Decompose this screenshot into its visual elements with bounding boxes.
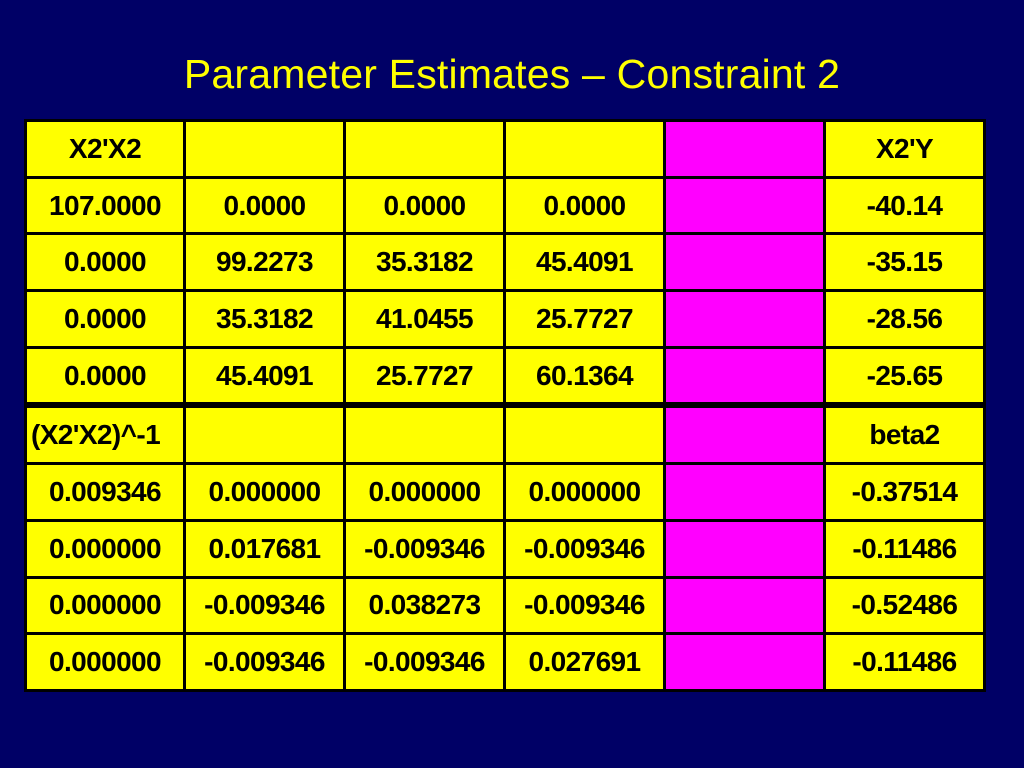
- separator-cell: [666, 348, 823, 403]
- matrix-cell: 45.4091: [506, 235, 663, 290]
- beta-cell: -0.11486: [826, 521, 983, 576]
- inverse-label: (X2'X2)^-1: [27, 408, 183, 463]
- matrix-cell: -0.009346: [506, 578, 663, 633]
- matrix-cell: 0.009346: [27, 465, 183, 519]
- matrix-cell: 0.0000: [27, 348, 183, 403]
- matrix-cell: 107.0000: [27, 178, 183, 233]
- matrix-table: X2'X2 X2'Y 107.0000 0.0000 0.0000 0.0000…: [24, 119, 986, 692]
- matrix-cell: 0.000000: [506, 465, 663, 519]
- xtx-row: 107.0000 0.0000 0.0000 0.0000 -40.14: [27, 178, 983, 233]
- inverse-header-row: (X2'X2)^-1 beta2: [27, 408, 983, 463]
- beta-label: beta2: [826, 408, 983, 463]
- matrix-cell: -0.009346: [186, 635, 343, 689]
- matrix-cell: 35.3182: [186, 292, 343, 346]
- beta-cell: -0.11486: [826, 635, 983, 689]
- separator-cell: [666, 465, 823, 519]
- separator-cell: [666, 178, 823, 233]
- matrix-cell: 0.0000: [186, 178, 343, 233]
- matrix-cell: 0.000000: [27, 578, 183, 633]
- inverse-row: 0.009346 0.000000 0.000000 0.000000 -0.3…: [27, 465, 983, 519]
- xty-cell: -28.56: [826, 292, 983, 346]
- matrix-cell: 0.017681: [186, 521, 343, 576]
- separator-cell: [666, 521, 823, 576]
- xty-label: X2'Y: [826, 122, 983, 176]
- matrix-cell: 0.000000: [27, 521, 183, 576]
- matrix-cell: -0.009346: [346, 521, 503, 576]
- beta-cell: -0.52486: [826, 578, 983, 633]
- inverse-row: 0.000000 0.017681 -0.009346 -0.009346 -0…: [27, 521, 983, 576]
- matrix-grid: X2'X2 X2'Y 107.0000 0.0000 0.0000 0.0000…: [24, 119, 986, 692]
- empty-cell: [186, 122, 343, 176]
- matrix-cell: 0.0000: [27, 292, 183, 346]
- empty-cell: [346, 408, 503, 463]
- matrix-cell: 0.0000: [346, 178, 503, 233]
- empty-cell: [506, 408, 663, 463]
- slide-title: Parameter Estimates – Constraint 2: [183, 51, 841, 97]
- matrix-cell: 41.0455: [346, 292, 503, 346]
- inverse-row: 0.000000 -0.009346 0.038273 -0.009346 -0…: [27, 578, 983, 633]
- xtx-row: 0.0000 99.2273 35.3182 45.4091 -35.15: [27, 235, 983, 290]
- xtx-header-row: X2'X2 X2'Y: [27, 122, 983, 176]
- matrix-cell: 60.1364: [506, 348, 663, 403]
- matrix-cell: 0.0000: [506, 178, 663, 233]
- beta-cell: -0.37514: [826, 465, 983, 519]
- matrix-cell: 0.0000: [27, 235, 183, 290]
- separator-cell: [666, 408, 823, 463]
- matrix-cell: 35.3182: [346, 235, 503, 290]
- matrix-cell: 0.038273: [346, 578, 503, 633]
- matrix-cell: 0.027691: [506, 635, 663, 689]
- matrix-cell: 25.7727: [506, 292, 663, 346]
- matrix-cell: -0.009346: [346, 635, 503, 689]
- matrix-cell: -0.009346: [506, 521, 663, 576]
- matrix-cell: 0.000000: [186, 465, 343, 519]
- xty-cell: -35.15: [826, 235, 983, 290]
- separator-cell: [666, 578, 823, 633]
- matrix-cell: 0.000000: [346, 465, 503, 519]
- xtx-label: X2'X2: [27, 122, 183, 176]
- separator-cell: [666, 122, 823, 176]
- matrix-cell: 99.2273: [186, 235, 343, 290]
- separator-cell: [666, 235, 823, 290]
- empty-cell: [346, 122, 503, 176]
- xtx-row: 0.0000 45.4091 25.7727 60.1364 -25.65: [27, 348, 983, 403]
- matrix-cell: 0.000000: [27, 635, 183, 689]
- inverse-row: 0.000000 -0.009346 -0.009346 0.027691 -0…: [27, 635, 983, 689]
- xty-cell: -25.65: [826, 348, 983, 403]
- empty-cell: [506, 122, 663, 176]
- matrix-cell: -0.009346: [186, 578, 343, 633]
- matrix-cell: 25.7727: [346, 348, 503, 403]
- xtx-row: 0.0000 35.3182 41.0455 25.7727 -28.56: [27, 292, 983, 346]
- empty-cell: [186, 408, 343, 463]
- xty-cell: -40.14: [826, 178, 983, 233]
- separator-cell: [666, 635, 823, 689]
- separator-cell: [666, 292, 823, 346]
- matrix-cell: 45.4091: [186, 348, 343, 403]
